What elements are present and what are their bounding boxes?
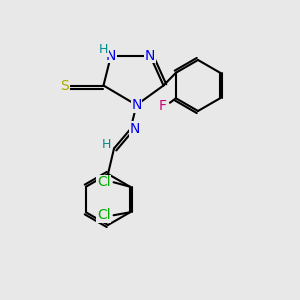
Text: F: F [158,99,166,113]
Text: Cl: Cl [97,175,111,189]
Text: N: N [106,49,116,62]
Text: H: H [102,138,111,152]
Text: Cl: Cl [97,208,111,222]
Text: N: N [145,49,155,62]
Text: S: S [60,79,69,92]
Text: N: N [130,122,140,136]
Text: H: H [99,43,108,56]
Text: N: N [131,98,142,112]
